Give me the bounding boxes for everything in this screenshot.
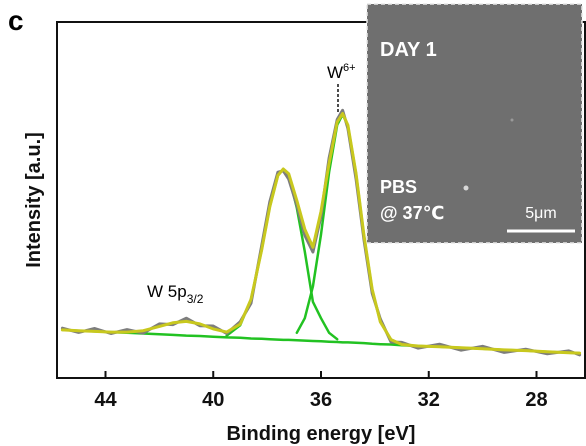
scale-bar-label: 5μm [525,205,556,222]
panel-label: c [8,5,24,36]
x-tick-label: 44 [94,389,117,411]
annotation-text: W 5p [147,282,187,301]
x-tick-label: 36 [310,389,332,411]
x-tick-label: 32 [418,389,440,411]
particle [463,185,469,191]
annotation-sup: 6+ [343,62,356,74]
inset-label: DAY 1 [380,39,437,61]
inset-frame [366,3,583,244]
inset-image: DAY 1 PBS @ 37℃ 5μm [366,3,583,244]
particle [510,118,514,122]
plot-frame [56,21,586,379]
annotation: W 5p3/2 [147,282,204,306]
inset-label: @ 37℃ [380,203,444,223]
x-tick-label: 28 [525,389,547,411]
annotation: W6+ [327,62,356,82]
annotation-sub: 3/2 [187,292,204,306]
inset-label: PBS [380,177,417,197]
x-tick-label: 40 [202,389,224,411]
y-axis-label: Intensity [a.u.] [23,132,45,268]
annotation-text: W [327,63,343,82]
x-axis-label: Binding energy [eV] [227,423,416,445]
series-line [60,112,582,355]
plot-area: 44 40 36 32 28 [60,108,582,411]
